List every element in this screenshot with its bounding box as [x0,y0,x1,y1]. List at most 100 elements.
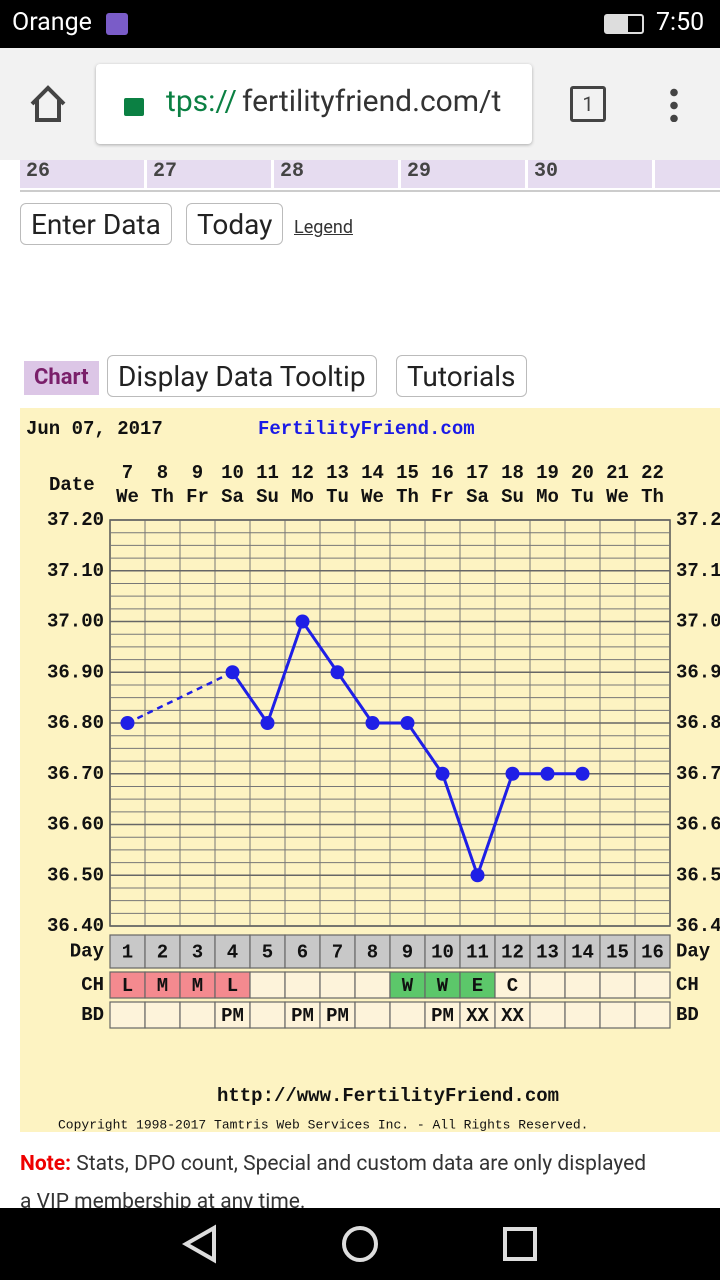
x-tick-label: 13 [326,462,349,484]
temp-point [540,766,555,781]
carrier: Orange [12,8,92,37]
cell-label: 15 [606,942,629,964]
temp-point [260,716,275,730]
x-tick-label: 20 [571,462,594,484]
x-tick-label: 7 [122,462,133,484]
cell [284,971,321,999]
weekday-label: We [606,486,629,508]
temp-point [470,868,485,883]
cell-label: W [437,975,449,997]
cell [389,934,426,969]
weekday-label: We [116,486,139,508]
cell [109,1001,146,1029]
chart: Jun 07, 2017 FertilityFriend.comDate7We8T… [20,408,720,1132]
lock-icon [124,98,144,116]
y-tick-label: 37.10 [47,560,104,582]
weekday-label: Tu [571,486,594,508]
cell-label: 14 [571,942,594,964]
cell [319,971,356,999]
cell [354,1001,391,1029]
y-tick-label-right: 36.60 [676,814,720,836]
calendar-day[interactable]: 27 [147,160,271,188]
url-host: fertilityfriend.com/t [242,84,502,119]
cell-label: 3 [192,942,203,964]
y-tick-label: 36.60 [47,814,104,836]
nav-bar [0,1208,720,1280]
cell-label: 1 [122,942,133,964]
calendar-day[interactable]: 30 [528,160,652,188]
calendar-day[interactable]: 28 [274,160,398,188]
cell [459,971,496,999]
home-button[interactable] [28,84,68,124]
cell [634,971,671,999]
temp-point [295,614,310,629]
temp-point [505,766,520,781]
cell [389,1001,426,1029]
x-tick-label: 19 [536,462,559,484]
x-tick-label: 8 [157,462,168,484]
calendar-day[interactable]: 29 [401,160,525,188]
cell [179,934,216,969]
tab-count[interactable]: 1 [570,86,606,122]
url-bar[interactable]: tps:// fertilityfriend.com/t [96,64,532,144]
weekday-label: Th [151,486,174,508]
y-tick-label: 36.80 [47,712,104,734]
row-label: CH [81,974,104,996]
cell-label: 16 [641,942,664,964]
tutorials-button[interactable]: Tutorials [396,355,527,397]
note-label: Note: [20,1152,72,1176]
legend-link[interactable]: Legend [294,217,353,238]
cell [319,934,356,969]
cell-label: M [157,975,168,997]
y-tick-label: 36.40 [47,915,104,937]
chart-date: Jun 07, 2017 [26,418,163,440]
cell-label: M [192,975,203,997]
footer-url: http://www.FertilityFriend.com [217,1085,559,1107]
battery-icon [604,14,644,34]
site-name: FertilityFriend.com [258,418,475,440]
note-text: Stats, DPO count, Special and custom dat… [76,1152,647,1176]
temp-point [225,665,240,680]
temp-point [435,766,450,781]
weekday-label: Sa [466,486,489,508]
weekday-label: Su [256,486,279,508]
row-label-right: CH [676,974,699,996]
cell-label: XX [501,1005,524,1027]
app-icon [106,13,128,35]
chart-tab[interactable]: Chart [24,361,99,395]
calendar-day[interactable]: 26 [20,160,144,188]
row-label: BD [81,1004,104,1026]
cell [529,971,566,999]
x-tick-label: 16 [431,462,454,484]
cell-label: 8 [367,942,378,964]
tooltip-button[interactable]: Display Data Tooltip [107,355,377,397]
today-button[interactable]: Today [186,203,284,245]
x-tick-label: 15 [396,462,419,484]
weekday-label: Tu [326,486,349,508]
cell [249,934,286,969]
menu-button[interactable] [670,86,678,122]
cell [424,971,461,999]
x-tick-label: 12 [291,462,314,484]
x-tick-label: 22 [641,462,664,484]
cell [109,971,146,999]
enter-data-button[interactable]: Enter Data [20,203,172,245]
cell-label: 13 [536,942,559,964]
cell [354,934,391,969]
url-scheme: tps:// [166,84,237,119]
y-tick-label-right: 36.50 [676,864,720,886]
cell-label: PM [221,1005,244,1027]
calendar-strip: 26 27 28 29 30 [20,160,720,192]
cell-label: 6 [297,942,308,964]
cell-label: XX [466,1005,489,1027]
cell [599,934,636,969]
cell-label: 11 [466,942,489,964]
y-tick-label: 37.00 [47,611,104,633]
weekday-label: Mo [291,486,314,508]
x-tick-label: 14 [361,462,384,484]
cell [144,934,181,969]
gap-connector [126,671,234,725]
cell-label: 9 [402,942,413,964]
cell [564,1001,601,1029]
